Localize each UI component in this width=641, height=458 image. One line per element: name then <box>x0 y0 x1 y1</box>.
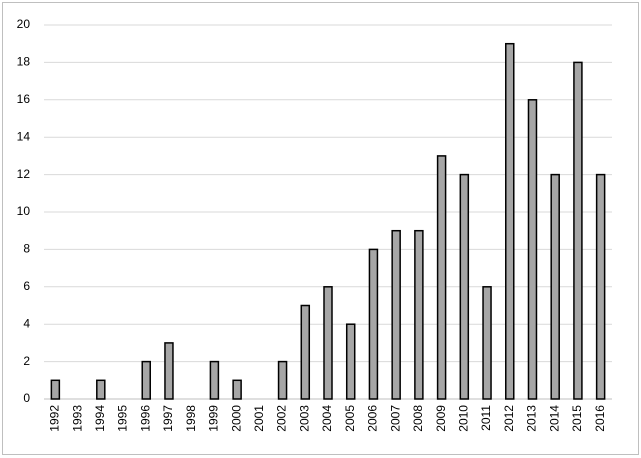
y-tick-label: 10 <box>17 204 31 218</box>
bar <box>345 323 356 400</box>
x-tick-label: 1999 <box>207 405 221 432</box>
x-tick-label: 2003 <box>297 405 311 432</box>
bar <box>96 379 106 400</box>
y-tick-label: 14 <box>17 129 31 143</box>
x-tick-label: 2010 <box>456 405 470 432</box>
bar <box>300 304 311 400</box>
x-tick-label: 2000 <box>229 405 243 432</box>
x-tick-label: 2013 <box>525 405 539 432</box>
y-tick-label: 4 <box>23 316 30 330</box>
x-tick-label: 2001 <box>252 405 266 432</box>
bar <box>459 173 470 400</box>
x-tick-label: 2009 <box>434 405 448 432</box>
x-tick-label: 1993 <box>70 405 84 432</box>
bar <box>436 155 447 400</box>
x-tick-label: 1996 <box>138 405 152 432</box>
x-tick-label: 2007 <box>388 405 402 432</box>
x-tick-label: 2004 <box>320 405 334 432</box>
bar <box>232 379 242 400</box>
bar <box>414 229 424 400</box>
x-tick-label: 1997 <box>161 405 175 432</box>
x-tick-label: 2012 <box>502 405 516 432</box>
bar <box>482 286 492 400</box>
bar <box>595 173 606 400</box>
x-tick-label: 1994 <box>93 405 107 432</box>
bar <box>550 173 560 400</box>
x-tick-label: 2005 <box>343 405 357 432</box>
bar <box>141 360 151 400</box>
y-tick-label: 6 <box>23 279 30 293</box>
y-tick-label: 18 <box>17 55 31 69</box>
y-tick-label: 12 <box>17 167 31 181</box>
bar <box>368 248 379 400</box>
bar <box>277 360 288 400</box>
bar <box>573 61 583 400</box>
bar <box>527 99 538 400</box>
x-tick-label: 2006 <box>366 405 380 432</box>
x-tick-label: 2015 <box>570 405 584 432</box>
bar <box>50 379 61 400</box>
x-tick-label: 2008 <box>411 405 425 432</box>
x-tick-label: 2002 <box>275 405 289 432</box>
x-tick-label: 1998 <box>184 405 198 432</box>
bar <box>209 360 220 400</box>
bar <box>164 342 174 400</box>
x-tick-label: 1995 <box>116 405 130 432</box>
y-tick-label: 2 <box>23 354 30 368</box>
bar <box>505 42 515 400</box>
x-tick-label: 2011 <box>479 405 493 431</box>
x-tick-label: 1992 <box>48 405 62 432</box>
y-tick-label: 16 <box>17 92 31 106</box>
bar <box>323 286 333 400</box>
x-tick-label: 2014 <box>547 405 561 432</box>
y-tick-label: 0 <box>23 391 30 405</box>
y-tick-label: 20 <box>17 17 31 31</box>
x-tick-label: 2016 <box>593 405 607 432</box>
bar <box>391 229 401 400</box>
y-tick-label: 8 <box>23 242 30 256</box>
